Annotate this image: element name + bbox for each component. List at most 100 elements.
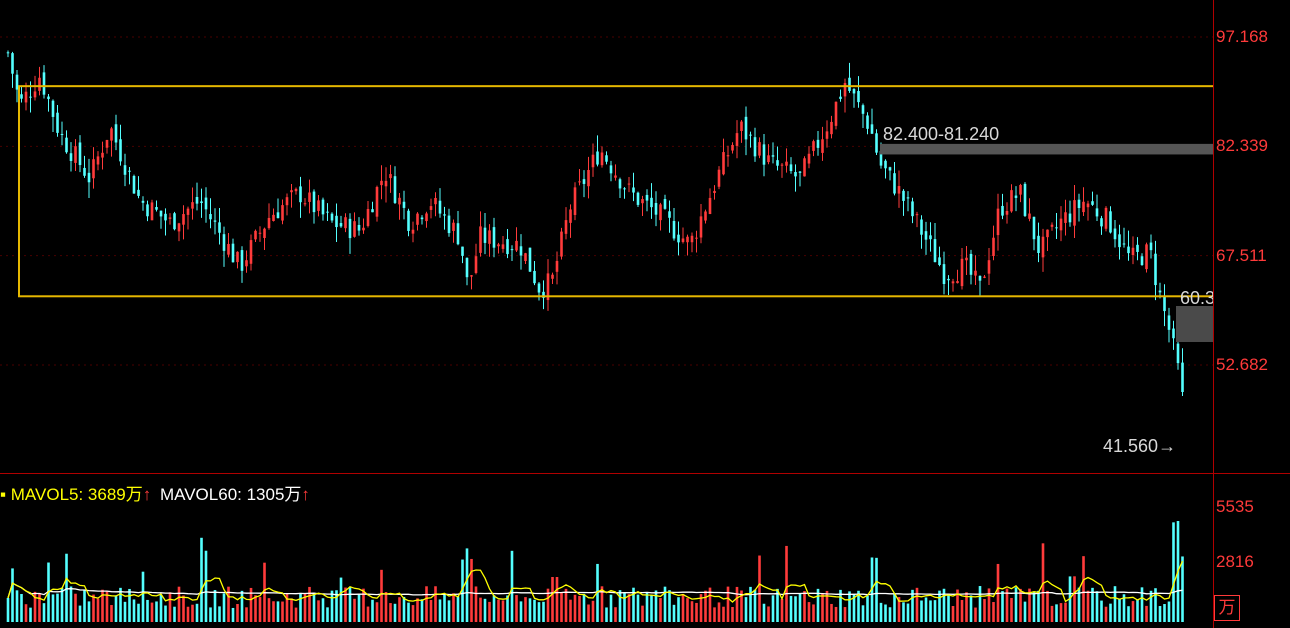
volume-bar: [321, 598, 325, 622]
volume-bar: [96, 598, 100, 622]
candle-body: [150, 202, 154, 221]
volume-bar: [456, 596, 460, 622]
candle-body: [591, 154, 595, 168]
volume-bar: [677, 597, 680, 622]
candle-body: [569, 209, 572, 223]
volume-bar: [339, 577, 343, 622]
candle-body: [60, 133, 64, 135]
volume-bar: [254, 595, 257, 622]
volume-bar: [344, 587, 347, 622]
volume-bar: [249, 587, 253, 622]
axis-divider-vertical: [1213, 0, 1214, 628]
volume-bar: [1046, 590, 1049, 622]
candle-body: [1172, 328, 1175, 339]
candle-body: [974, 270, 977, 276]
candle-body: [875, 133, 878, 153]
candle-body: [776, 160, 779, 166]
candle-body: [758, 142, 761, 156]
candle-body: [339, 223, 343, 227]
volume-bar: [960, 599, 964, 622]
volume-unit-button[interactable]: 万: [1214, 595, 1240, 621]
candle-body: [38, 77, 41, 91]
candle-body: [47, 96, 50, 100]
volume-bar: [1140, 587, 1144, 622]
candle-body: [411, 229, 415, 234]
volume-bar: [303, 593, 307, 622]
candle-body: [51, 100, 55, 117]
volume-bar: [11, 568, 14, 622]
volume-bar: [699, 594, 703, 622]
candle-body: [686, 236, 689, 243]
volume-bar: [605, 607, 608, 622]
volume-bar: [798, 593, 802, 622]
candle-body: [839, 96, 842, 99]
volume-bar: [483, 598, 487, 622]
volume-bar: [1064, 602, 1067, 622]
candle-body: [209, 214, 212, 220]
volume-bar: [866, 595, 869, 622]
volume-bar: [510, 550, 514, 622]
volume-bar: [42, 603, 46, 622]
candle-body: [456, 223, 460, 245]
period-low-value: 41.560: [1103, 436, 1159, 456]
volume-bar: [245, 607, 248, 622]
candle-body: [564, 220, 568, 234]
volume-bar: [722, 606, 725, 622]
candle-body: [317, 200, 320, 211]
candle-body: [924, 231, 928, 240]
candle-body: [191, 202, 194, 209]
volume-bar: [1005, 588, 1009, 622]
candle-body: [632, 187, 635, 193]
volume-bar: [803, 591, 806, 622]
candle-body: [65, 137, 68, 153]
volume-bar: [542, 601, 545, 622]
candle-body: [389, 174, 392, 179]
volume-bar: [285, 593, 289, 622]
candle-body: [1122, 243, 1126, 245]
volume-bar: [1149, 590, 1153, 622]
candle-body: [182, 214, 185, 225]
candle-body: [996, 208, 1000, 236]
up-arrow-icon: ↑: [301, 485, 310, 504]
volume-bar: [600, 586, 604, 622]
volume-bar: [816, 588, 820, 622]
volume-bar: [1118, 598, 1121, 622]
candle-body: [177, 223, 181, 232]
candle-body: [92, 159, 95, 179]
volume-bar: [560, 592, 563, 622]
candle-body: [231, 243, 235, 263]
volume-bar: [1073, 576, 1076, 622]
volume-bar: [879, 602, 883, 622]
volume-bar: [843, 607, 847, 622]
volume-bar: [587, 604, 590, 622]
volume-bar: [636, 594, 640, 622]
volume-bar: [128, 588, 131, 622]
volume-bar: [101, 589, 104, 622]
volume-bar: [290, 598, 293, 622]
candle-body: [1001, 205, 1004, 216]
volume-bar: [591, 600, 595, 622]
candle-body: [960, 258, 964, 287]
candle-body: [1041, 236, 1045, 258]
volume-bar: [56, 593, 59, 622]
candle-body: [717, 169, 721, 187]
candle-body: [1037, 235, 1040, 253]
volume-bar: [614, 607, 617, 622]
volume-bar: [474, 586, 478, 622]
volume-bar: [659, 598, 662, 622]
price-tick-label: 97.168: [1216, 27, 1268, 46]
volume-bar: [1019, 588, 1022, 622]
volume-bar: [438, 599, 442, 622]
candle-body: [573, 187, 577, 215]
volume-bar: [105, 591, 109, 622]
candle-body: [848, 77, 851, 91]
volume-bar: [875, 557, 878, 622]
candle-body: [240, 250, 244, 271]
candle-body: [492, 227, 496, 248]
candle-body: [551, 274, 554, 279]
volume-bar: [65, 553, 68, 622]
candle-body: [695, 237, 698, 239]
volume-bar: [159, 594, 163, 622]
candle-body: [33, 91, 37, 98]
price-tick-label: 82.339: [1216, 136, 1268, 155]
